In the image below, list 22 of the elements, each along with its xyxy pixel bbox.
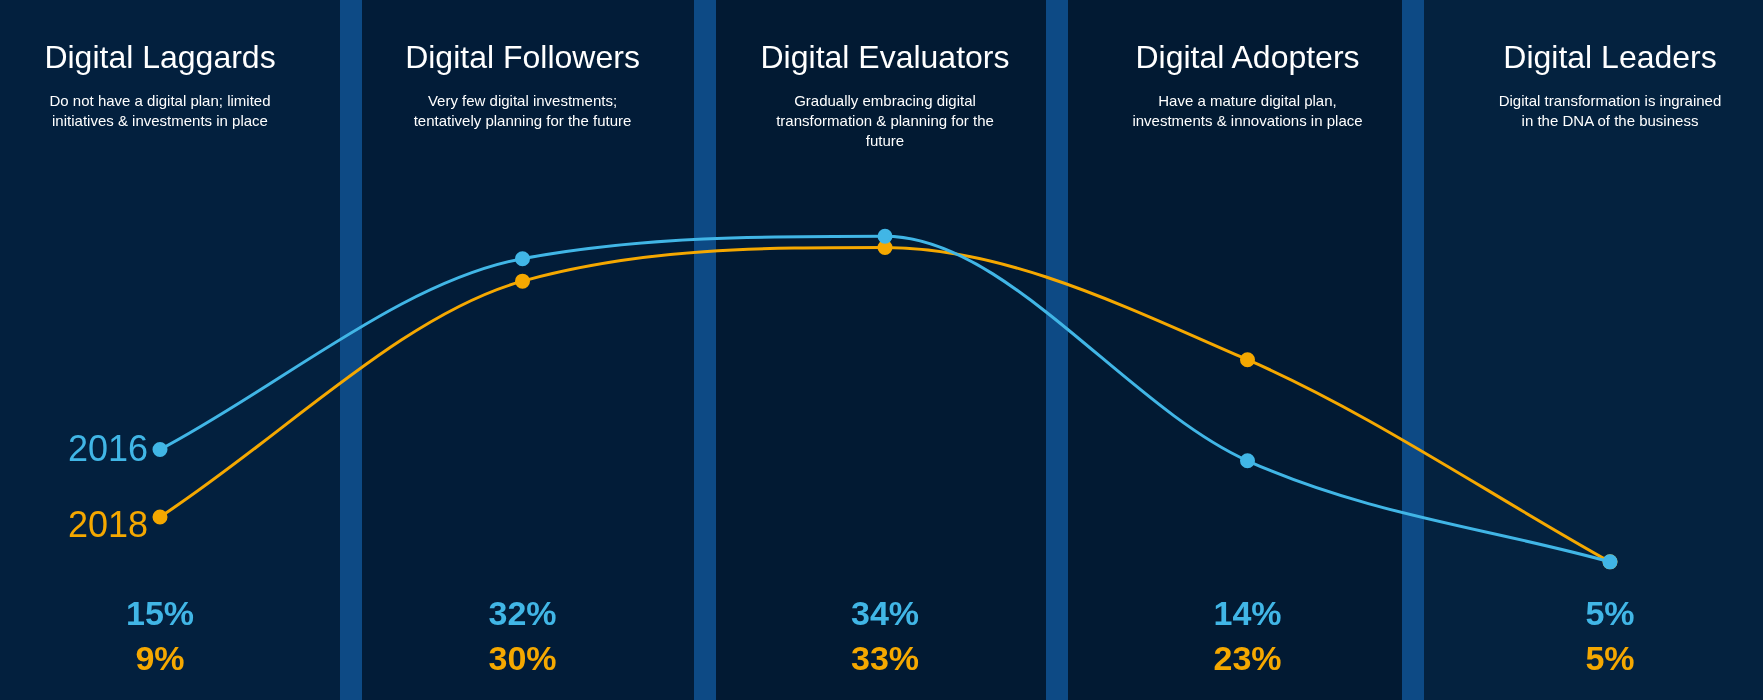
x-tick-label: Digital Followers [405,39,640,75]
data-label: 14% [1213,594,1282,633]
data-label: 9% [135,639,185,678]
text: Gradually embracing digital transformation & planning for the future [776,92,994,149]
x-tick-label: Digital Adopters [1135,39,1360,75]
data-label: 15% [125,594,195,633]
series-label: 2016 [67,428,148,470]
data-label: 32% [488,594,557,633]
x-tick-label: Digital Laggards [44,39,276,75]
series-label: 2018 [67,503,148,545]
data-label: 23% [1213,639,1282,678]
x-tick-label: Digital Leaders [1503,39,1717,75]
data-label: 5% [1585,594,1635,633]
data-label: 30% [488,639,557,678]
data-label: 33% [850,639,920,678]
text: Digital transformation is ingrained in the DNA of the business [1498,92,1722,129]
data-label: 34% [850,594,920,633]
x-tick-label: Digital Evaluators [760,39,1010,75]
text: Do not have a digital plan; limited initiatives & investments in place [49,92,271,129]
data-label: 5% [1585,639,1635,678]
text: Have a mature digital plan, investments & innovations in place [1132,92,1363,129]
text: Very few digital investments; tentatively planning for the future [413,92,632,129]
